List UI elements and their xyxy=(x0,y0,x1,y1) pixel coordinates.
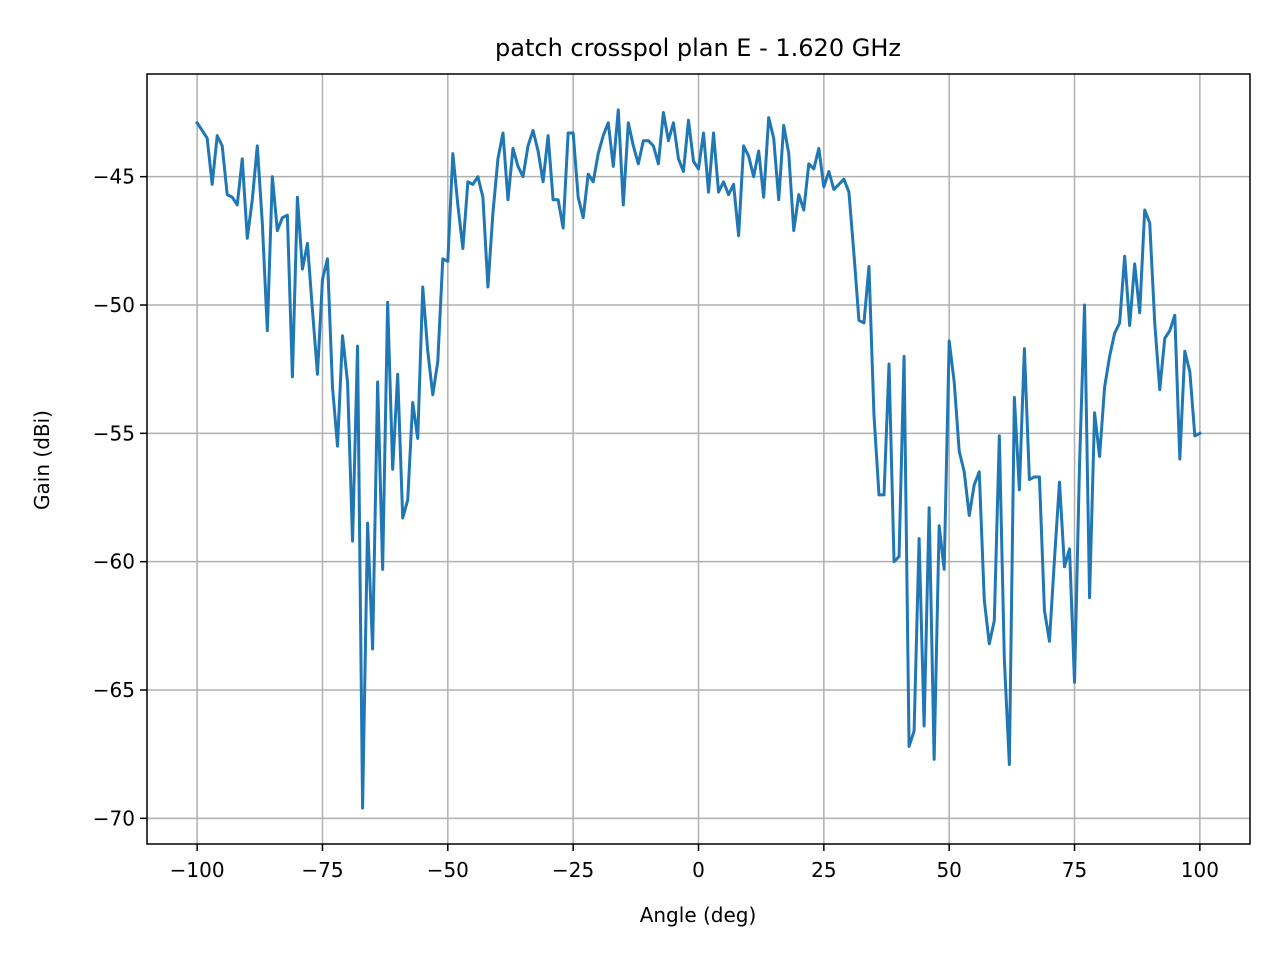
plot-area xyxy=(195,108,1202,810)
x-tick-label: 75 xyxy=(1062,858,1087,882)
y-axis-label: Gain (dBi) xyxy=(30,410,54,510)
y-tick-label: −55 xyxy=(93,421,135,445)
x-tick-label: −100 xyxy=(170,858,225,882)
x-tick-label: 50 xyxy=(936,858,961,882)
x-tick-label: 100 xyxy=(1181,858,1219,882)
y-tick-label: −45 xyxy=(93,165,135,189)
y-tick-label: −60 xyxy=(93,550,135,574)
x-tick-label: 0 xyxy=(692,858,705,882)
series-line xyxy=(195,108,1202,810)
x-axis: −100 −75 −50 −25 0 25 50 75 100 xyxy=(170,844,1219,882)
chart-title: patch crosspol plan E - 1.620 GHz xyxy=(495,34,901,62)
y-tick-label: −50 xyxy=(93,293,135,317)
x-tick-label: 25 xyxy=(811,858,836,882)
x-tick-label: −25 xyxy=(552,858,594,882)
x-tick-label: −75 xyxy=(301,858,343,882)
y-tick-label: −70 xyxy=(93,806,135,830)
y-tick-label: −65 xyxy=(93,678,135,702)
y-axis: −45 −50 −55 −60 −65 −70 xyxy=(93,165,147,830)
x-tick-label: −50 xyxy=(427,858,469,882)
x-axis-label: Angle (deg) xyxy=(640,903,757,927)
grid-lines xyxy=(147,74,1250,844)
